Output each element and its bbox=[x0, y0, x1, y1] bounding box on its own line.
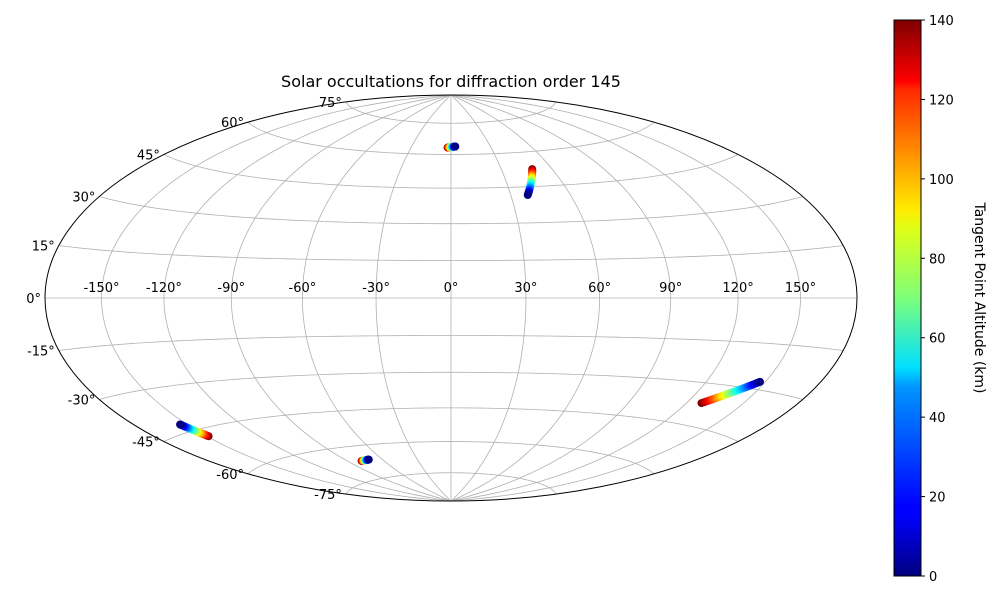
latitude-tick-label: -75° bbox=[314, 488, 342, 503]
colorbar-tick-label: 140 bbox=[929, 14, 954, 29]
latitude-tick-label: 60° bbox=[221, 116, 244, 131]
parallel-line bbox=[247, 121, 655, 155]
longitude-tick-label: -120° bbox=[146, 281, 182, 296]
occultation-points bbox=[176, 142, 764, 465]
longitude-tick-label: 0° bbox=[444, 281, 459, 296]
latitude-tick-label: 45° bbox=[137, 149, 160, 164]
parallel-line bbox=[163, 154, 739, 189]
parallel-line bbox=[345, 472, 557, 495]
longitude-tick-label: -60° bbox=[289, 281, 317, 296]
longitude-tick-label: 90° bbox=[659, 281, 682, 296]
occultation-point bbox=[176, 420, 185, 429]
occultation-point bbox=[451, 142, 460, 151]
latitude-tick-label: 75° bbox=[319, 96, 342, 111]
parallel-line bbox=[58, 335, 844, 351]
parallel-line bbox=[99, 196, 803, 225]
colorbar-ticks: 0 20 40 60 80 100 120 140 bbox=[921, 14, 954, 585]
colorbar-tick-label: 60 bbox=[929, 332, 946, 347]
parallel-line bbox=[247, 441, 655, 475]
longitude-tick-label: 60° bbox=[588, 281, 611, 296]
colorbar-tick-label: 20 bbox=[929, 491, 946, 506]
longitude-tick-labels: -150° -120° -90° -60° -30° 0° 30° 60° 90° 120° 150… bbox=[83, 281, 816, 296]
longitude-tick-label: 120° bbox=[722, 281, 753, 296]
colorbar-tick-label: 0 bbox=[929, 570, 937, 585]
map-boundary bbox=[44, 94, 858, 502]
longitude-tick-label: 30° bbox=[514, 281, 537, 296]
latitude-tick-label: -45° bbox=[132, 436, 160, 451]
latitude-tick-label: 30° bbox=[72, 191, 95, 206]
parallel-line bbox=[345, 101, 557, 124]
parallel-line bbox=[58, 245, 844, 261]
latitude-tick-label: -15° bbox=[27, 345, 55, 360]
latitude-tick-label: 0° bbox=[26, 292, 41, 307]
colorbar-tick-label: 40 bbox=[929, 411, 946, 426]
colorbar-tick-label: 100 bbox=[929, 173, 954, 188]
colorbar-label: Tangent Point Altitude (km) bbox=[971, 201, 987, 393]
latitude-tick-labels: 75° 60° 45° 30° 15° 0° -15° -30° -45° -60° -75° bbox=[26, 96, 342, 503]
occultation-point bbox=[364, 455, 373, 464]
longitude-tick-label: -30° bbox=[362, 281, 390, 296]
occultation-point bbox=[523, 191, 532, 200]
parallel-line bbox=[99, 371, 803, 400]
map-grid bbox=[45, 95, 857, 501]
longitude-tick-label: 150° bbox=[785, 281, 816, 296]
latitude-tick-label: -30° bbox=[68, 394, 96, 409]
colorbar-tick-label: 80 bbox=[929, 252, 946, 267]
colorbar bbox=[893, 19, 922, 577]
longitude-tick-label: -90° bbox=[217, 281, 245, 296]
latitude-tick-label: -60° bbox=[216, 468, 244, 483]
longitude-tick-label: -150° bbox=[83, 281, 119, 296]
colorbar-tick-label: 120 bbox=[929, 93, 954, 108]
occultation-point bbox=[755, 377, 764, 386]
latitude-tick-label: 15° bbox=[32, 240, 55, 255]
chart-title: Solar occultations for diffraction order… bbox=[281, 72, 621, 91]
parallel-line bbox=[163, 407, 739, 442]
